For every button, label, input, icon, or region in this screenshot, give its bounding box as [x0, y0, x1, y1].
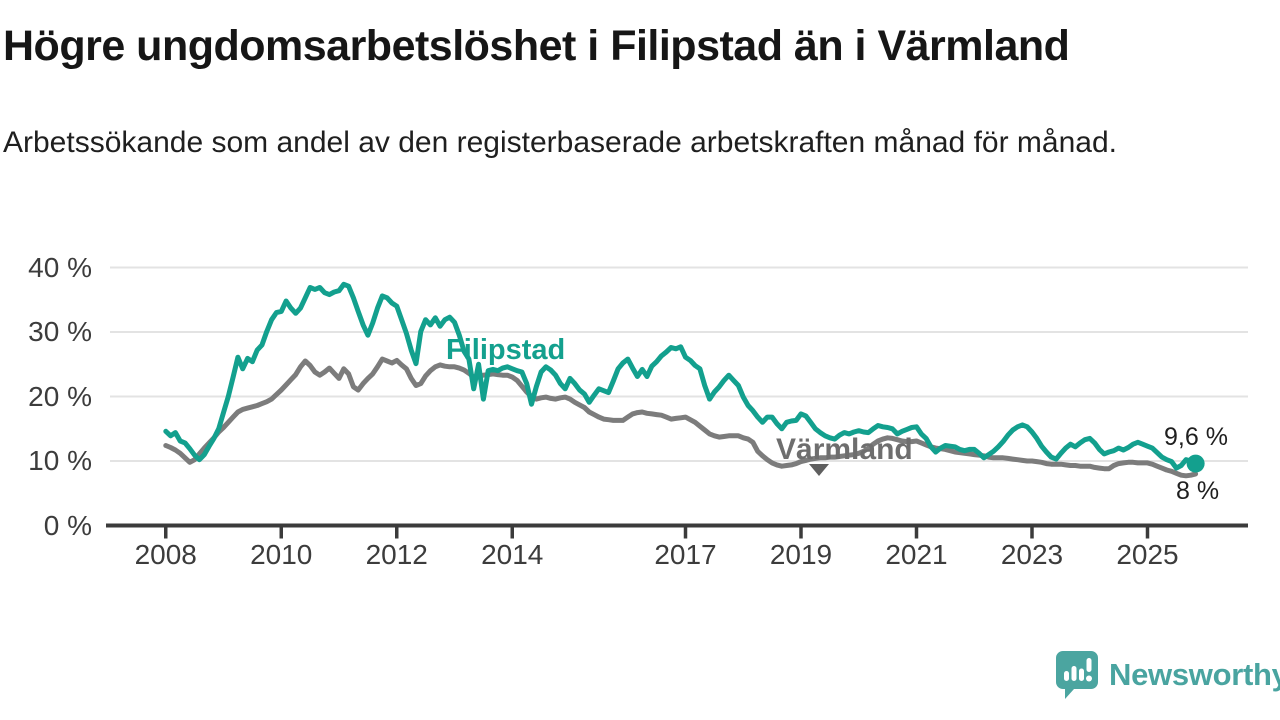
filipstad-line — [163, 281, 1199, 471]
x-tick-label-2017: 2017 — [654, 539, 717, 570]
y-tick-label-10: 10 % — [28, 445, 92, 476]
y-tick-label-30: 30 % — [28, 316, 92, 347]
varmland-pointer-triangle — [809, 464, 829, 476]
x-tick-label-2014: 2014 — [481, 539, 544, 570]
x-tick-label-2008: 2008 — [134, 539, 197, 570]
x-tick-label-2023: 2023 — [1000, 539, 1064, 570]
newsworthy-wordmark: Newsworthy — [1109, 657, 1280, 692]
y-tick-label-0: 0 % — [43, 509, 92, 541]
series-label-filipstad: Filipstad — [446, 334, 566, 366]
newsworthy-speech-bubble-icon — [1056, 651, 1098, 699]
x-tick-label-2021: 2021 — [885, 539, 948, 570]
filipstad-end-value: 9,6 % — [1164, 423, 1228, 451]
series-end-dot — [1186, 454, 1205, 473]
y-tick-label-40: 40 % — [28, 251, 92, 283]
page-title: Högre ungdomsarbetslöshet i Filipstad än… — [3, 22, 1070, 70]
x-tick-label-2025: 2025 — [1116, 539, 1179, 570]
y-tick-label-20: 20 % — [28, 380, 92, 412]
newsworthy-logo: Newsworthy — [1055, 650, 1280, 700]
x-tick-label-2010: 2010 — [250, 539, 313, 570]
series-label-varmland: Värmland — [776, 433, 913, 466]
x-tick-label-2012: 2012 — [365, 539, 428, 570]
varmland-end-value: 8 % — [1176, 477, 1220, 505]
page-subtitle: Arbetssökande som andel av den registerb… — [3, 126, 1117, 159]
vrmland-line — [163, 356, 1199, 479]
x-tick-label-2019: 2019 — [769, 539, 833, 570]
